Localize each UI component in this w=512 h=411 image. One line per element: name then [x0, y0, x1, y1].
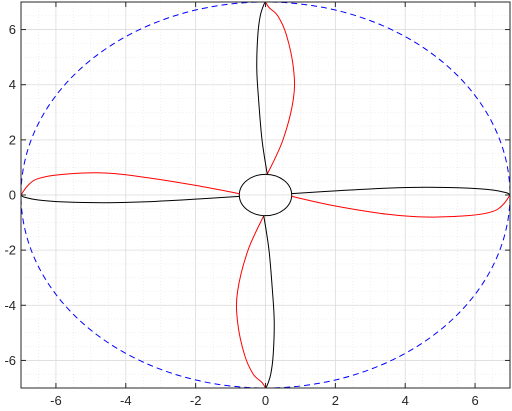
series-2-blade-3: [235, 215, 266, 389]
series-2-blade-0: [20, 172, 240, 196]
x-tick-label: -4: [120, 393, 132, 408]
y-tick-label: 0: [9, 188, 16, 203]
y-tick-labels: -6 -4 -2 0 2 4 6: [4, 22, 16, 368]
x-tick-labels: -6 -4 -2 0 2 4 6: [50, 393, 479, 408]
y-tick-label: 4: [9, 77, 16, 92]
series-3-blade-2: [291, 186, 511, 196]
series-3-blade-3: [263, 215, 275, 389]
major-grid: [21, 2, 510, 388]
x-tick-label: 2: [332, 393, 339, 408]
y-tick-label: 6: [9, 22, 16, 37]
y-tick-label: -4: [4, 298, 16, 313]
y-tick-label: 2: [9, 132, 16, 147]
x-tick-label: 0: [262, 393, 269, 408]
axis-ticks: [21, 2, 510, 388]
series-3-blade-0: [20, 194, 240, 204]
series-2-blade-2: [291, 194, 511, 218]
y-tick-label: -2: [4, 243, 16, 258]
series-2-blade-1: [265, 1, 296, 175]
x-tick-label: 6: [471, 393, 478, 408]
series-3-blade-1: [256, 1, 268, 175]
x-tick-label: -2: [190, 393, 202, 408]
x-tick-label: -6: [50, 393, 62, 408]
y-tick-label: -6: [4, 353, 16, 368]
x-tick-label: 4: [402, 393, 409, 408]
series-1-hub: [238, 173, 293, 217]
